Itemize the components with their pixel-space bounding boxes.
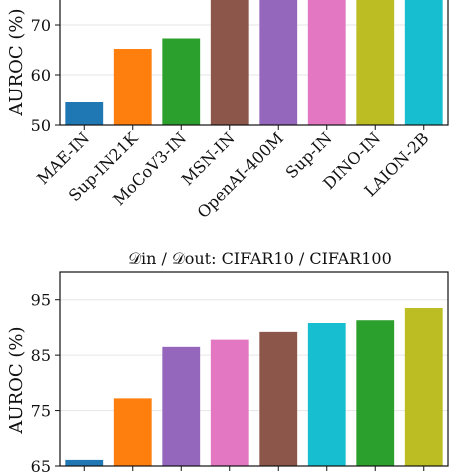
- y-tick-label: 85: [31, 346, 51, 365]
- bar: [307, 0, 346, 125]
- bar: [65, 459, 104, 466]
- axes-frame-top: [59, 0, 449, 126]
- chart-top: 50607080 MAE-INSup-IN21KMoCoV3-INMSN-INO…: [6, 0, 449, 222]
- chart-bottom: 𝒟in / 𝒟out: CIFAR10 / CIFAR100 65758595 …: [6, 249, 449, 474]
- y-axis-label-top: AUROC (%): [6, 8, 27, 116]
- y-tick-label: 70: [31, 16, 51, 35]
- bar: [356, 0, 395, 125]
- axes-frame-bottom: [59, 271, 449, 467]
- bar: [162, 38, 201, 125]
- bar: [210, 339, 249, 466]
- y-tick-label: 75: [31, 402, 51, 421]
- y-ticks-top: 50607080: [31, 16, 60, 135]
- bar: [404, 308, 443, 466]
- bar: [113, 398, 152, 466]
- axes-frame: [59, 271, 449, 467]
- y-tick-label: 60: [31, 66, 51, 85]
- y-axis-label-bottom: AUROC (%): [6, 326, 27, 434]
- bar: [65, 102, 104, 125]
- bar: [162, 346, 201, 466]
- bar: [210, 0, 249, 125]
- y-tick-label: 65: [31, 457, 51, 474]
- y-tick-label: 50: [31, 116, 51, 135]
- y-ticks-bottom: 65 75 85 95: [31, 291, 60, 474]
- axes-frame: [59, 0, 449, 126]
- bar: [113, 49, 152, 125]
- bar: [307, 322, 346, 466]
- x-ticks-bottom: [83, 466, 425, 471]
- bars-bottom: [65, 308, 443, 466]
- bars-top: [65, 0, 443, 125]
- chart-title-bottom: 𝒟in / 𝒟out: CIFAR10 / CIFAR100: [128, 249, 392, 268]
- bar: [404, 0, 443, 125]
- bar: [259, 331, 298, 466]
- bar: [356, 320, 395, 466]
- x-tick-label: OpenAI-400M: [193, 128, 287, 222]
- x-ticks-top: MAE-INSup-IN21KMoCoV3-INMSN-INOpenAI-400…: [33, 125, 433, 222]
- y-tick-label: 95: [31, 291, 51, 310]
- bar: [259, 0, 298, 125]
